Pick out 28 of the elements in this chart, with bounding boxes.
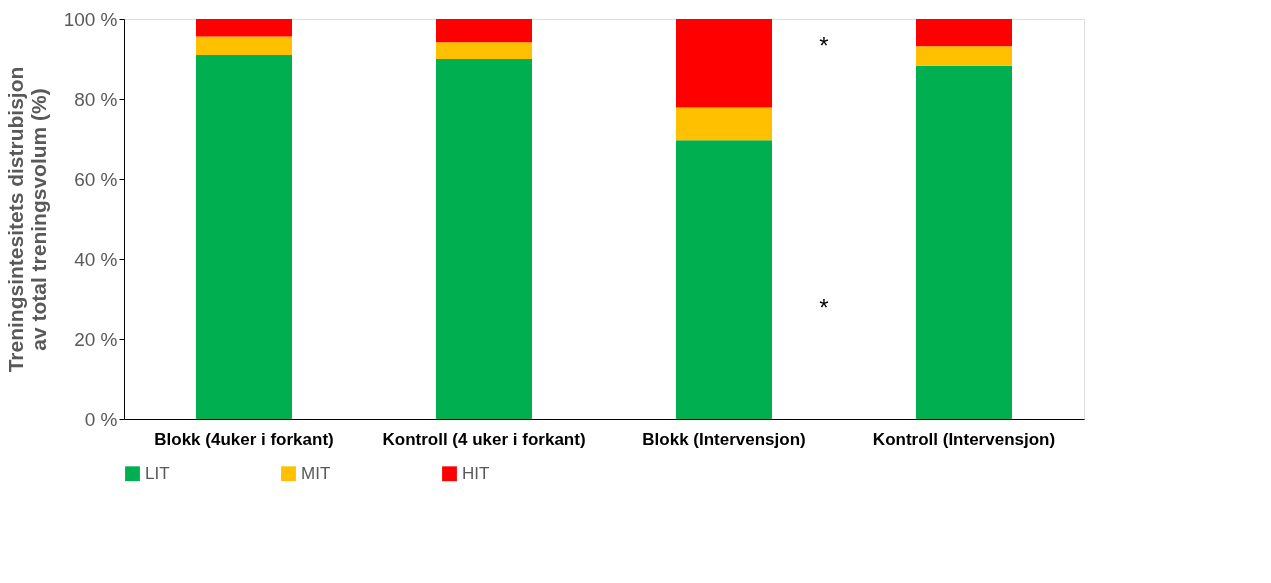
annotation: * <box>819 294 829 321</box>
y-tick-label: 40 % <box>74 248 118 270</box>
x-tick-label: Kontroll (Intervensjon) <box>872 429 1056 449</box>
bar <box>436 42 532 59</box>
legend-label: MIT <box>301 463 331 483</box>
annotation: * <box>819 32 829 59</box>
y-tick-label: 20 % <box>74 328 118 350</box>
bar <box>916 46 1012 66</box>
y-axis-title: Treningsintesitets distrubisjon av total treningsvolum (%) <box>3 66 50 373</box>
bar <box>916 65 1012 419</box>
legend-label: LIT <box>145 463 170 483</box>
x-tick-label: Blokk (Intervensjon) <box>642 429 806 449</box>
bar <box>436 19 532 43</box>
x-tick-label: Blokk (4uker i forkant) <box>154 429 334 449</box>
bar <box>916 19 1012 47</box>
y-tick-label: 0 % <box>84 408 118 430</box>
bar <box>196 36 292 55</box>
bar <box>196 55 292 419</box>
bar <box>676 140 772 419</box>
y-tick-label: 100 % <box>63 8 118 30</box>
y-tick-label: 80 % <box>74 88 118 110</box>
legend-label: HIT <box>462 463 490 483</box>
x-tick-label: Kontroll (4 uker i forkant) <box>382 429 586 449</box>
bar <box>676 107 772 141</box>
bar <box>196 19 292 37</box>
bar <box>436 59 532 419</box>
y-tick-label: 60 % <box>74 168 118 190</box>
bar <box>676 19 772 108</box>
